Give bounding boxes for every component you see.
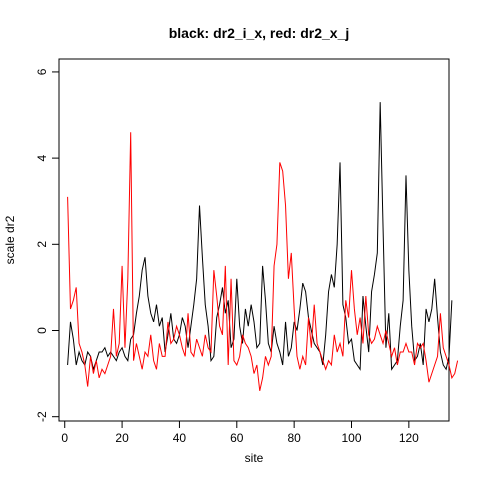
x-axis-label: site	[245, 451, 264, 465]
x-tick-label: 60	[230, 431, 244, 445]
y-tick-label: 4	[35, 154, 49, 161]
x-tick-label: 40	[173, 431, 187, 445]
series-line-1	[67, 102, 453, 372]
y-axis-label: scale dr2	[3, 215, 17, 264]
x-tick-label: 20	[115, 431, 129, 445]
y-tick-label: 6	[35, 68, 49, 75]
y-axis: -2 0 2 4 6	[35, 68, 60, 422]
x-tick-label: 120	[399, 431, 419, 445]
y-tick-label: 0	[35, 327, 49, 334]
plot-area	[67, 102, 459, 391]
x-tick-label: 80	[287, 431, 301, 445]
plot-frame	[58, 58, 450, 422]
series-line-2	[67, 132, 459, 391]
y-tick-label: 2	[35, 241, 49, 248]
x-axis: 0 20 40 60 80 100 120	[61, 420, 419, 445]
x-tick-label: 0	[61, 431, 68, 445]
x-tick-label: 100	[341, 431, 361, 445]
y-tick-label: -2	[35, 411, 49, 422]
chart-title: black: dr2_i_x, red: dr2_x_j	[169, 25, 350, 41]
